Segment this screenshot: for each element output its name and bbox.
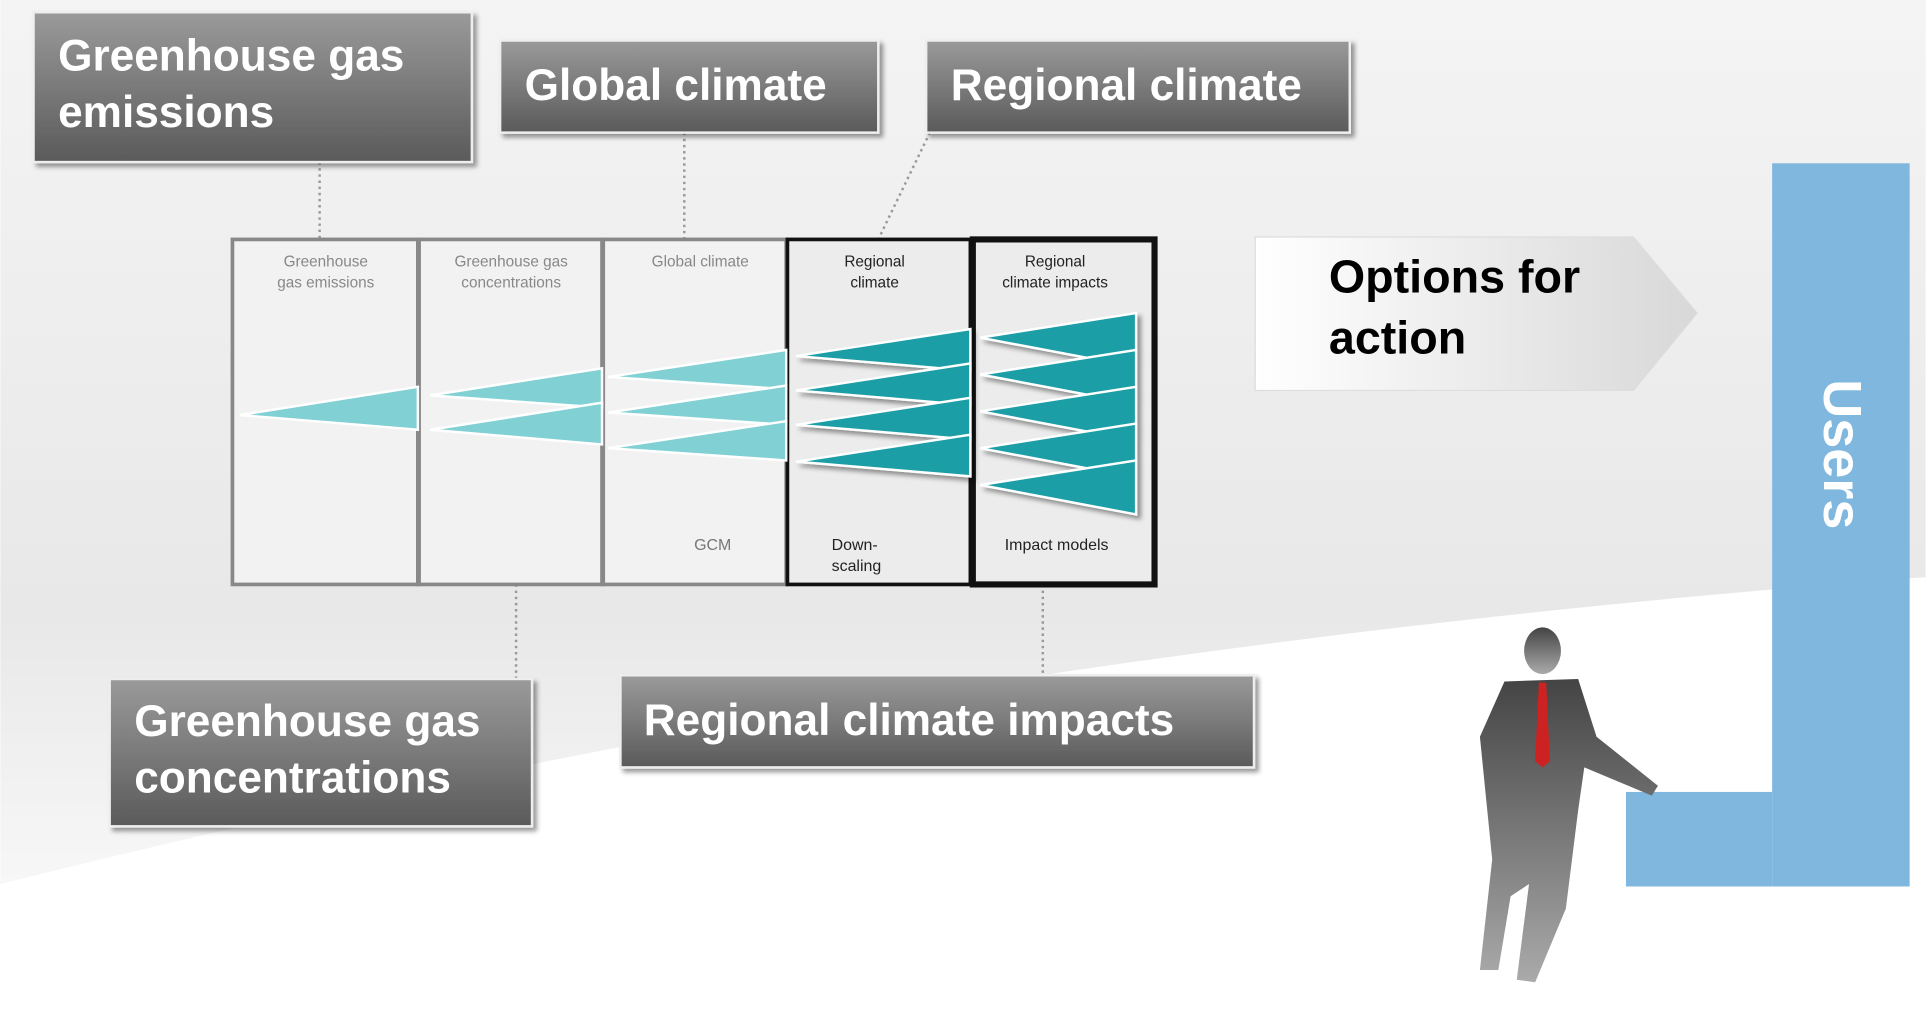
panel-footer: Impact models bbox=[1005, 537, 1109, 554]
callout-text: Greenhouse gas bbox=[134, 697, 480, 746]
callout: Global climate bbox=[500, 41, 878, 133]
users-step bbox=[1626, 792, 1772, 887]
callout: Greenhouse gas emissions bbox=[34, 12, 472, 162]
users-label: Users bbox=[1812, 379, 1872, 529]
options-text: Options for bbox=[1329, 250, 1580, 302]
callout-text: Greenhouse gas bbox=[58, 32, 404, 81]
callout-text: concentrations bbox=[134, 754, 451, 803]
panel-footer: Down- bbox=[832, 537, 878, 554]
panel-footer: scaling bbox=[832, 558, 882, 575]
panel-title: Greenhouse gas bbox=[454, 253, 568, 270]
callout: Greenhouse gas concentrations bbox=[110, 679, 532, 826]
options-text: action bbox=[1329, 312, 1466, 364]
panel-title: climate bbox=[850, 274, 899, 291]
callout-text: emissions bbox=[58, 88, 274, 137]
panel-title: gas emissions bbox=[277, 274, 374, 291]
panel-footer: GCM bbox=[694, 537, 731, 554]
panel-title: Regional bbox=[1025, 253, 1086, 270]
panels: Greenhouse gas emissions Greenhouse gas con… bbox=[232, 239, 1154, 584]
panel-title: climate impacts bbox=[1002, 274, 1108, 291]
panel-title: Greenhouse bbox=[284, 253, 368, 270]
callout-text: Regional climate impacts bbox=[644, 696, 1174, 745]
callout-text: Global climate bbox=[525, 61, 827, 110]
panel-title: Regional bbox=[844, 253, 905, 270]
callout: Regional climate impacts bbox=[620, 675, 1254, 767]
panel-title: Global climate bbox=[652, 253, 749, 270]
panel-title: concentrations bbox=[461, 274, 561, 291]
callout-text: Regional climate bbox=[951, 61, 1302, 110]
diagram: Greenhouse gas emissions Greenhouse gas con… bbox=[0, 0, 1926, 1024]
callout: Regional climate bbox=[926, 41, 1350, 133]
